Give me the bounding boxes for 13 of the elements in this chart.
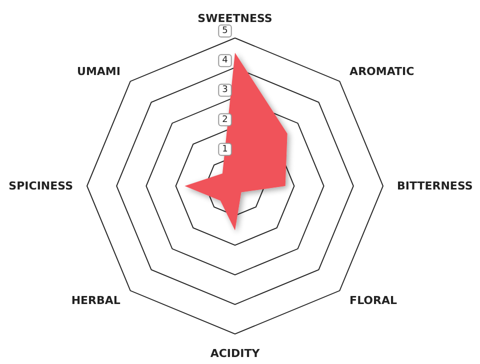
spoke-label: FLORAL: [350, 294, 398, 308]
spoke-label: SWEETNESS: [198, 12, 272, 25]
spoke-label: AROMATIC: [350, 64, 414, 78]
y-tick-label: 3: [222, 85, 228, 96]
y-tick-label: 1: [222, 144, 228, 154]
spoke-label: ACIDITY: [210, 347, 261, 360]
spoke-label: UMAMI: [77, 64, 120, 78]
y-tick-label: 4: [222, 56, 228, 66]
spoke-label: HERBAL: [71, 294, 120, 308]
spoke-label: SPICINESS: [8, 180, 74, 192]
y-tick-label: 2: [222, 114, 228, 125]
spoke-label: BITTERNESS: [397, 180, 473, 192]
y-tick-label: 5: [222, 26, 228, 36]
